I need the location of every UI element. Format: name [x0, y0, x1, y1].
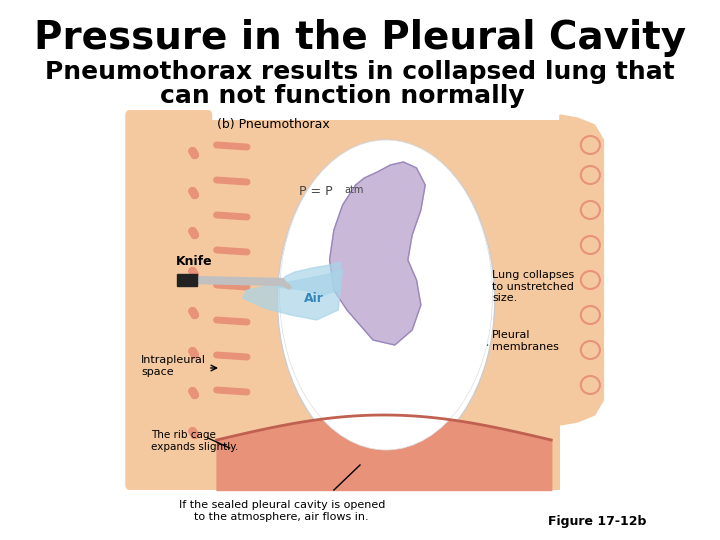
Ellipse shape	[581, 271, 600, 289]
Text: The rib cage
expands slightly.: The rib cage expands slightly.	[151, 430, 238, 451]
Polygon shape	[560, 115, 603, 425]
Text: If the sealed pleural cavity is opened
to the atmosphere, air flows in.: If the sealed pleural cavity is opened t…	[179, 500, 385, 522]
Text: (b) Pneumothorax: (b) Pneumothorax	[217, 118, 329, 131]
Text: can not function normally: can not function normally	[161, 84, 525, 108]
Ellipse shape	[581, 166, 600, 184]
Polygon shape	[275, 262, 341, 295]
Polygon shape	[243, 270, 343, 320]
Text: Pleural
membranes: Pleural membranes	[492, 330, 559, 352]
Text: Lung collapses
to unstretched
size.: Lung collapses to unstretched size.	[492, 270, 575, 303]
Text: Pressure in the Pleural Cavity: Pressure in the Pleural Cavity	[34, 19, 686, 57]
Ellipse shape	[277, 140, 495, 460]
Text: atm: atm	[344, 185, 364, 195]
Ellipse shape	[279, 140, 492, 450]
Text: Knife: Knife	[176, 255, 212, 268]
Ellipse shape	[581, 376, 600, 394]
Polygon shape	[208, 120, 560, 490]
Polygon shape	[177, 274, 197, 286]
Text: Figure 17-12b: Figure 17-12b	[549, 515, 647, 528]
Ellipse shape	[581, 201, 600, 219]
Text: Pneumothorax results in collapsed lung that: Pneumothorax results in collapsed lung t…	[45, 60, 675, 84]
Ellipse shape	[581, 306, 600, 324]
Ellipse shape	[581, 136, 600, 154]
Text: P = P: P = P	[299, 185, 333, 198]
Text: Air: Air	[305, 292, 324, 305]
Polygon shape	[330, 162, 426, 345]
Text: Intrapleural
space: Intrapleural space	[141, 355, 206, 376]
Ellipse shape	[581, 341, 600, 359]
Ellipse shape	[581, 236, 600, 254]
FancyBboxPatch shape	[125, 110, 212, 490]
